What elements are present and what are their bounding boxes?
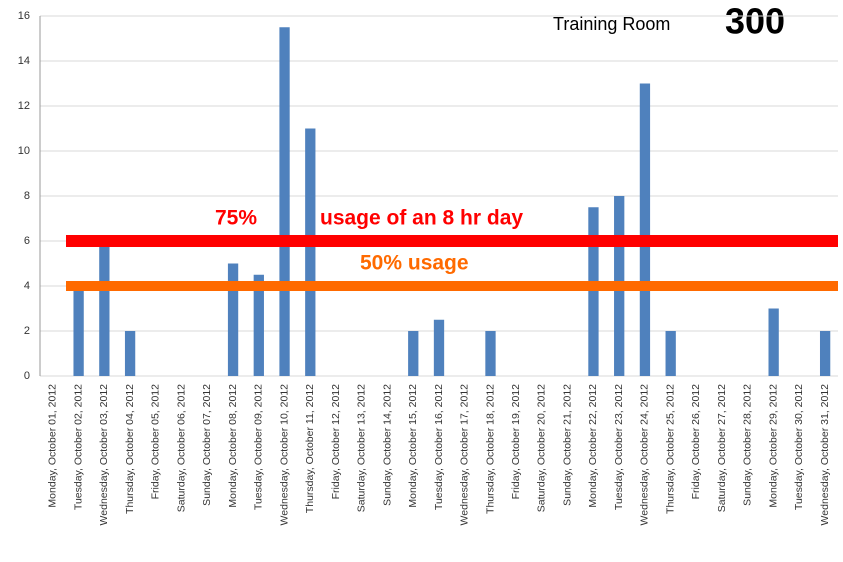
- bar: [819, 331, 831, 376]
- x-tick-label: Friday, October 12, 2012: [330, 384, 342, 500]
- y-tick-label: 6: [24, 235, 30, 247]
- x-tick-label: Sunday, October 28, 2012: [742, 384, 754, 506]
- x-tick-label: Tuesday, October 16, 2012: [433, 384, 445, 510]
- bar: [73, 286, 84, 376]
- x-tick-label: Wednesday, October 24, 2012: [639, 384, 651, 526]
- chart-title: Training Room: [553, 14, 670, 34]
- y-tick-label: 8: [24, 190, 30, 202]
- x-tick-label: Wednesday, October 31, 2012: [819, 384, 831, 526]
- x-tick-label: Saturday, October 06, 2012: [175, 384, 187, 512]
- bar: [588, 207, 599, 376]
- bar: [305, 128, 316, 376]
- x-tick-label: Tuesday, October 30, 2012: [793, 384, 805, 510]
- y-tick-label: 4: [24, 280, 30, 292]
- x-tick-label: Wednesday, October 10, 2012: [278, 384, 290, 526]
- x-tick-label: Thursday, October 11, 2012: [304, 384, 316, 513]
- reference-label: usage of an 8 hr day: [320, 207, 523, 230]
- chart-subtitle: 300: [725, 1, 785, 42]
- x-tick-label: Saturday, October 27, 2012: [716, 384, 728, 512]
- reference-label: 75%: [215, 207, 257, 230]
- bar: [279, 27, 290, 376]
- x-tick-label: Friday, October 26, 2012: [690, 384, 702, 500]
- x-tick-label: Sunday, October 21, 2012: [561, 384, 573, 506]
- y-tick-label: 14: [18, 55, 30, 67]
- bar: [665, 331, 676, 376]
- x-tick-label: Thursday, October 04, 2012: [124, 384, 136, 514]
- x-tick-label: Sunday, October 07, 2012: [201, 384, 213, 506]
- bar: [253, 274, 264, 376]
- x-tick-label: Thursday, October 18, 2012: [484, 384, 496, 514]
- y-tick-label: 12: [18, 100, 30, 112]
- x-tick-label: Monday, October 15, 2012: [407, 384, 419, 508]
- bar: [485, 331, 496, 376]
- y-tick-label: 10: [18, 145, 30, 157]
- bar: [99, 241, 110, 376]
- y-tick-label: 0: [24, 370, 30, 382]
- y-tick-label: 16: [18, 10, 30, 22]
- bar: [408, 331, 419, 376]
- bar: [433, 319, 445, 376]
- x-tick-label: Sunday, October 14, 2012: [381, 384, 393, 506]
- x-tick-label: Thursday, October 25, 2012: [664, 384, 676, 514]
- x-tick-label: Wednesday, October 03, 2012: [98, 384, 110, 526]
- bar: [768, 308, 779, 376]
- x-tick-label: Wednesday, October 17, 2012: [459, 384, 471, 526]
- x-tick-label: Saturday, October 20, 2012: [536, 384, 548, 512]
- x-tick-label: Tuesday, October 09, 2012: [253, 384, 265, 510]
- x-tick-label: Saturday, October 13, 2012: [356, 384, 368, 512]
- x-tick-label: Monday, October 01, 2012: [47, 384, 59, 508]
- x-tick-label: Monday, October 29, 2012: [767, 384, 779, 508]
- x-tick-label: Tuesday, October 02, 2012: [72, 384, 84, 510]
- x-tick-label: Friday, October 19, 2012: [510, 384, 522, 500]
- bar: [227, 263, 239, 376]
- y-tick-label: 2: [24, 325, 30, 337]
- bar: [124, 331, 136, 376]
- reference-label: 50% usage: [360, 252, 469, 275]
- x-tick-label: Monday, October 22, 2012: [587, 384, 599, 508]
- x-tick-label: Monday, October 08, 2012: [227, 384, 239, 508]
- x-tick-label: Friday, October 05, 2012: [150, 384, 162, 500]
- bar: [639, 83, 651, 376]
- x-tick-label: Tuesday, October 23, 2012: [613, 384, 625, 510]
